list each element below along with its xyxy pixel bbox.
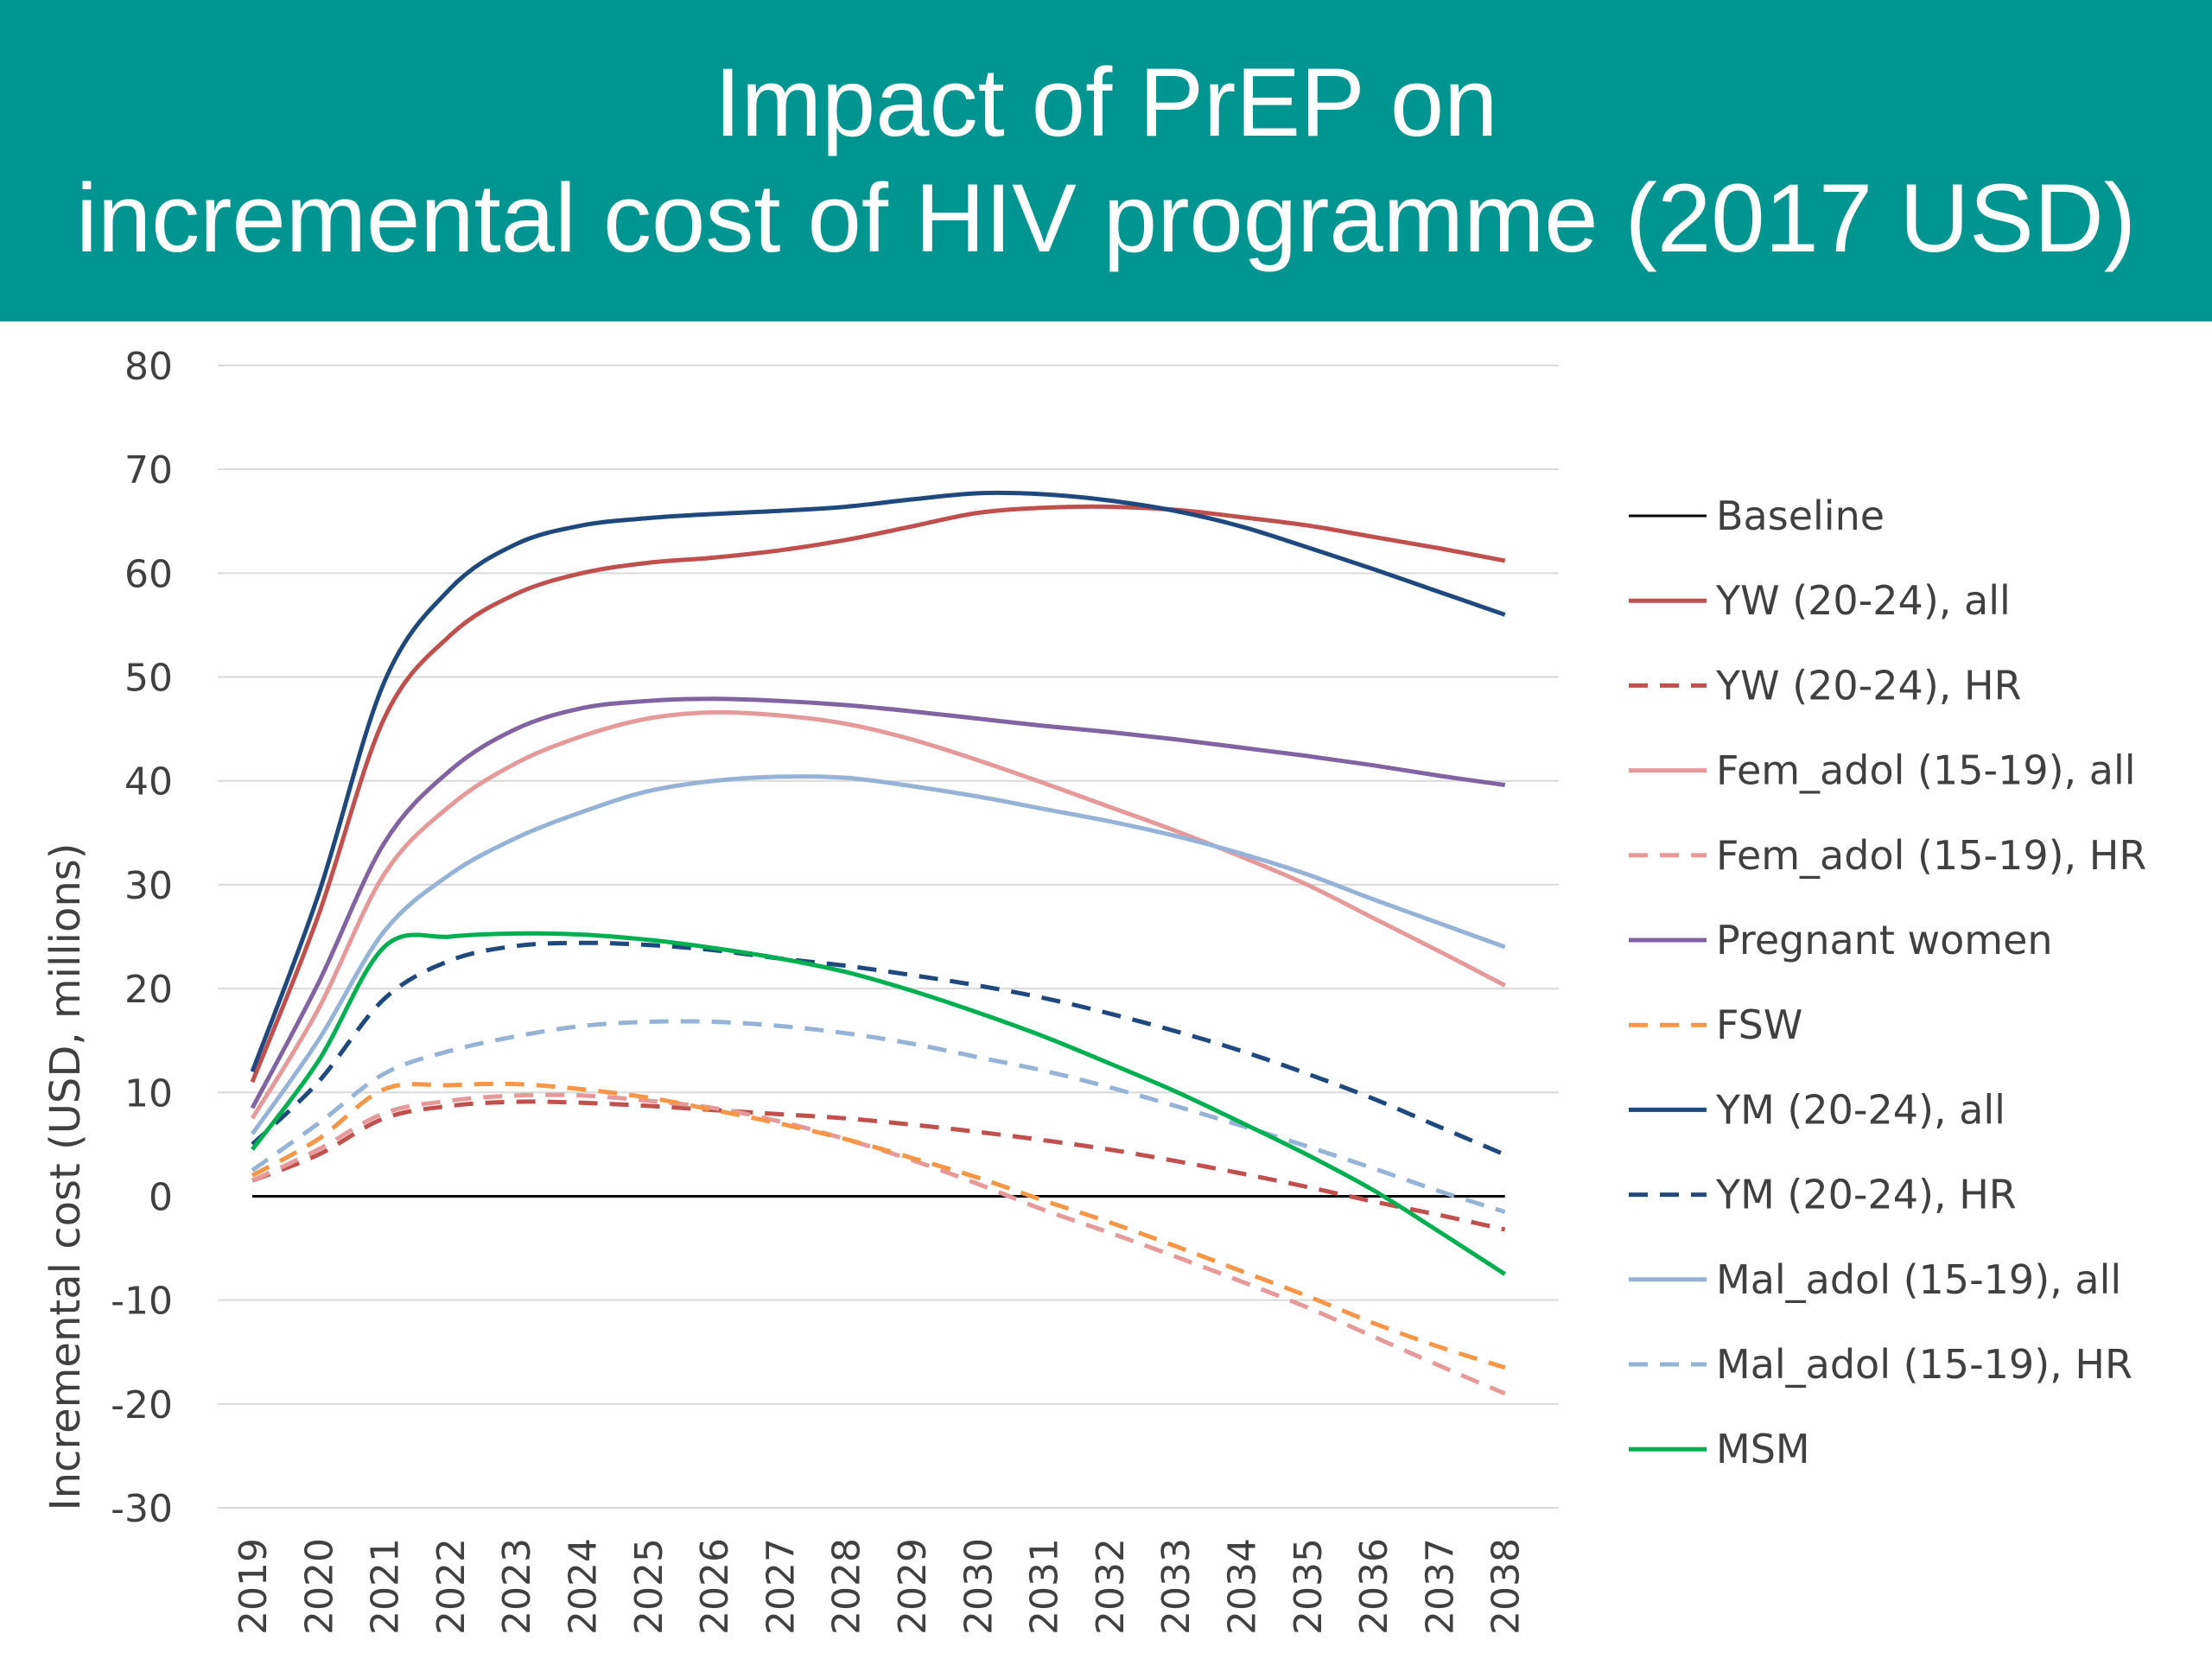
x-tick-label: 2029 xyxy=(891,1538,935,1635)
legend-label: Baseline xyxy=(1716,493,1885,539)
series-line xyxy=(251,1019,1506,1214)
page-title-line-1: Impact of PrEP on xyxy=(714,48,1498,156)
y-tick-label: 50 xyxy=(124,657,173,701)
series-line xyxy=(251,1099,1506,1232)
x-tick-label: 2034 xyxy=(1221,1538,1265,1635)
legend-label: Pregnant women xyxy=(1716,917,2053,963)
y-axis: 80 70 60 50 40 30 20 10 0 -10 -20 -30 xyxy=(111,345,173,1531)
legend-label: Fem_adol (15-19), HR xyxy=(1716,832,2146,879)
legend-item[interactable]: YW (20-24), all xyxy=(1629,577,2011,624)
series-line xyxy=(250,931,1507,1276)
legend-item[interactable]: Fem_adol (15-19), HR xyxy=(1629,832,2146,879)
title-banner: Impact of PrEP on incremental cost of HI… xyxy=(0,0,2212,321)
legend-label: YW (20-24), all xyxy=(1715,577,2011,624)
y-tick-label: 10 xyxy=(124,1071,173,1116)
x-tick-label: 2020 xyxy=(297,1538,341,1635)
x-tick-label: 2033 xyxy=(1154,1538,1198,1635)
legend[interactable]: Baseline YW (20-24), all YW (20-24), HR Fem… xyxy=(1629,493,2146,1472)
x-tick-label: 2030 xyxy=(957,1538,1001,1635)
legend-label: Fem_adol (15-19), all xyxy=(1716,747,2136,794)
legend-label: YW (20-24), HR xyxy=(1715,662,2022,709)
legend-item[interactable]: YM (20-24), all xyxy=(1629,1086,2005,1133)
x-tick-label: 2026 xyxy=(693,1538,737,1635)
y-tick-label: 80 xyxy=(124,345,173,389)
x-tick-label: 2019 xyxy=(232,1538,276,1635)
y-tick-label: 60 xyxy=(124,552,173,596)
series-line xyxy=(250,709,1506,1120)
x-axis: 2019 2020 2021 2022 2023 2024 2025 2026 2027 2028… xyxy=(232,1538,1529,1635)
series-line xyxy=(251,940,1506,1157)
legend-label: YM (20-24), HR xyxy=(1715,1172,2017,1218)
series-lines xyxy=(250,490,1507,1396)
y-tick-label: 0 xyxy=(149,1175,173,1219)
x-tick-label: 2022 xyxy=(429,1538,474,1635)
series-line xyxy=(250,696,1506,1109)
x-tick-label: 2037 xyxy=(1418,1538,1462,1635)
legend-item[interactable]: Baseline xyxy=(1629,493,1885,539)
y-tick-label: -30 xyxy=(111,1487,173,1531)
series-line xyxy=(251,1092,1506,1396)
x-tick-label: 2031 xyxy=(1023,1538,1067,1635)
x-tick-label: 2023 xyxy=(495,1538,539,1635)
y-tick-label: -20 xyxy=(111,1383,173,1427)
y-tick-label: 40 xyxy=(124,760,173,804)
x-tick-label: 2028 xyxy=(825,1538,869,1635)
series-line xyxy=(251,1081,1506,1370)
legend-label: YM (20-24), all xyxy=(1715,1086,2005,1133)
legend-item[interactable]: YW (20-24), HR xyxy=(1629,662,2022,709)
legend-label: Mal_adol (15-19), all xyxy=(1716,1256,2121,1303)
legend-item[interactable]: Pregnant women xyxy=(1629,917,2053,963)
x-tick-label: 2024 xyxy=(562,1538,606,1635)
x-tick-label: 2032 xyxy=(1089,1538,1133,1635)
y-tick-label: 30 xyxy=(124,864,173,908)
page-title-line-2: incremental cost of HIV programme (2017 … xyxy=(76,164,2136,272)
x-tick-label: 2036 xyxy=(1352,1538,1396,1635)
y-tick-label: 70 xyxy=(124,448,173,493)
x-tick-label: 2021 xyxy=(364,1538,408,1635)
y-tick-label: -10 xyxy=(111,1280,173,1324)
legend-label: Mal_adol (15-19), HR xyxy=(1716,1341,2133,1388)
legend-item[interactable]: Mal_adol (15-19), all xyxy=(1629,1256,2121,1303)
x-tick-label: 2035 xyxy=(1287,1538,1331,1635)
series-line xyxy=(250,774,1506,1135)
legend-item[interactable]: YM (20-24), HR xyxy=(1629,1172,2017,1218)
series-line xyxy=(250,504,1506,1084)
x-tick-label: 2038 xyxy=(1484,1538,1529,1635)
y-tick-label: 20 xyxy=(124,968,173,1012)
y-axis-label: Incremental cost (USD, millions) xyxy=(41,843,90,1511)
legend-label: MSM xyxy=(1716,1426,1810,1472)
legend-label: FSW xyxy=(1716,1001,1802,1048)
legend-item[interactable]: Mal_adol (15-19), HR xyxy=(1629,1341,2133,1388)
legend-item[interactable]: FSW xyxy=(1629,1001,1802,1048)
x-tick-label: 2027 xyxy=(759,1538,803,1635)
series-line xyxy=(250,490,1506,1073)
legend-item[interactable]: Fem_adol (15-19), all xyxy=(1629,747,2136,794)
x-tick-label: 2025 xyxy=(627,1538,671,1635)
legend-item[interactable]: MSM xyxy=(1629,1426,1810,1472)
